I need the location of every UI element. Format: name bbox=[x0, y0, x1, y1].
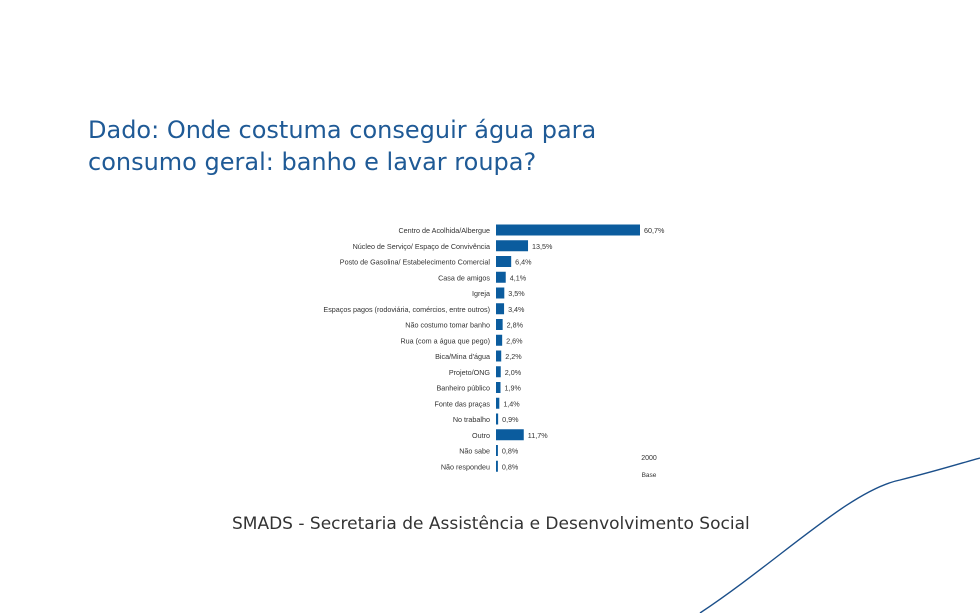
value-label: 11,7% bbox=[528, 431, 548, 440]
bar bbox=[496, 319, 503, 330]
base-label: Base bbox=[642, 472, 657, 479]
value-label: 1,9% bbox=[505, 384, 522, 393]
bar bbox=[496, 256, 512, 267]
bar bbox=[496, 303, 505, 315]
category-label: Banheiro público bbox=[436, 384, 490, 393]
value-label: 3,4% bbox=[508, 305, 525, 314]
category-label: Fonte das praças bbox=[434, 399, 490, 408]
category-label: Centro de Acolhida/Albergue bbox=[398, 226, 490, 235]
category-label: Espaços pagos (rodoviária, comércios, en… bbox=[323, 305, 490, 314]
category-label: Bica/Mina d'água bbox=[435, 352, 490, 361]
category-label: Posto de Gasolina/ Estabelecimento Comer… bbox=[340, 258, 491, 267]
bar bbox=[496, 224, 640, 236]
value-label: 13,5% bbox=[532, 242, 553, 251]
category-label: Projeto/ONG bbox=[449, 368, 491, 377]
category-label: Núcleo de Serviço/ Espaço de Convivência bbox=[353, 242, 490, 251]
category-label: Não respondeu bbox=[441, 462, 490, 471]
bar bbox=[496, 397, 500, 409]
category-label: Igreja bbox=[472, 289, 490, 298]
bar bbox=[496, 271, 506, 283]
wave-curve bbox=[699, 457, 980, 613]
value-label: 4,1% bbox=[510, 273, 527, 282]
category-label: Outro bbox=[472, 431, 490, 440]
category-label: Casa de amigos bbox=[438, 273, 490, 282]
value-label: 3,5% bbox=[508, 289, 525, 298]
bar bbox=[496, 334, 503, 346]
value-label: 60,7% bbox=[644, 226, 665, 235]
value-label: 0,8% bbox=[502, 447, 519, 456]
bar bbox=[496, 445, 498, 456]
value-label: 6,4% bbox=[515, 258, 532, 267]
title-line-2: consumo geral: banho e lavar roupa? bbox=[88, 148, 537, 176]
bar bbox=[496, 460, 498, 472]
bar bbox=[496, 366, 501, 378]
value-label: 1,4% bbox=[503, 399, 520, 408]
bar bbox=[496, 413, 499, 425]
bar bbox=[496, 350, 502, 362]
title-line-1: Dado: Onde costuma conseguir água para bbox=[88, 116, 597, 144]
value-label: 2,0% bbox=[505, 368, 522, 377]
category-label: No trabalho bbox=[453, 415, 490, 424]
category-label: Não sabe bbox=[459, 447, 490, 456]
bar bbox=[496, 382, 501, 393]
bar bbox=[496, 240, 529, 252]
value-label: 2,2% bbox=[505, 352, 522, 361]
value-label: 2,8% bbox=[507, 321, 524, 330]
source-credit: SMADS - Secretaria de Assistência e Dese… bbox=[232, 514, 750, 534]
category-label: Rua (com a água que pego) bbox=[400, 336, 490, 345]
value-label: 2,6% bbox=[506, 336, 523, 345]
bar bbox=[496, 429, 524, 441]
base-value: 2000 bbox=[641, 455, 657, 462]
value-label: 0,9% bbox=[502, 415, 519, 424]
category-label: Não costumo tomar banho bbox=[405, 321, 490, 330]
page-title: Dado: Onde costuma conseguir água para c… bbox=[88, 114, 708, 178]
value-label: 0,8% bbox=[502, 462, 519, 471]
bar bbox=[496, 287, 505, 299]
